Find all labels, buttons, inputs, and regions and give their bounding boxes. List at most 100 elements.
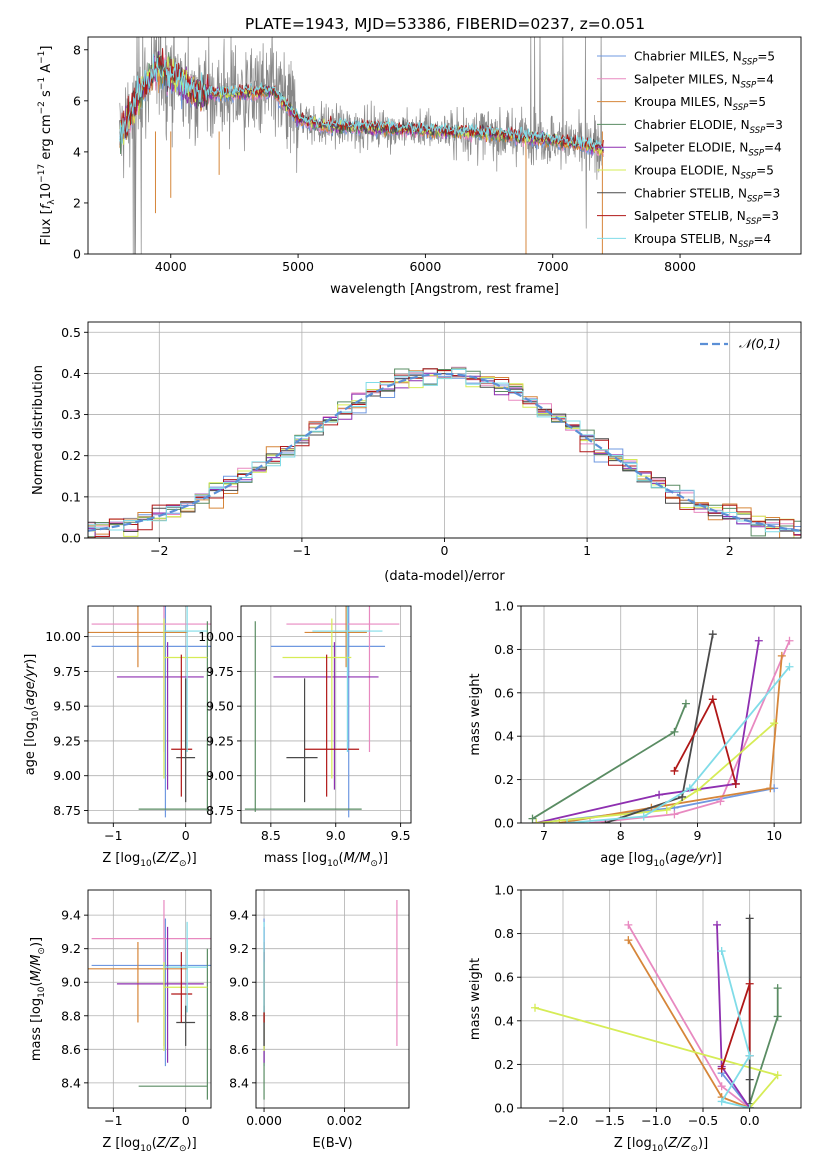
sfh-point xyxy=(528,814,537,823)
sfh-line xyxy=(589,640,791,823)
x-tick-label: 5000 xyxy=(282,259,314,274)
y-tick-label: 4 xyxy=(73,144,81,159)
label-span: age/yr xyxy=(23,662,38,705)
label-span: Z/Z xyxy=(156,851,180,866)
y-tick-label: 1.0 xyxy=(494,883,514,898)
sfh-point xyxy=(731,779,740,788)
sfh-point xyxy=(745,1104,754,1108)
x-tick-label: −2.0 xyxy=(548,1113,578,1128)
label-span: )] xyxy=(29,937,44,947)
sfh-point xyxy=(770,719,779,728)
legend-entry: Kroupa MILES, NSSP=5 xyxy=(634,95,766,113)
y-tick-label: 0.4 xyxy=(61,366,81,381)
sfh-point xyxy=(708,695,717,704)
label-span: SSP xyxy=(748,149,764,159)
x-tick-label: 0 xyxy=(182,1113,190,1128)
label-span: SSP xyxy=(733,103,749,113)
label-span: 10 xyxy=(652,1144,664,1154)
x-tick-label: 7000 xyxy=(537,259,569,274)
plot-area-age_vs_Z xyxy=(88,606,211,818)
legend-entry: Chabrier STELIB, NSSP=3 xyxy=(634,186,780,204)
sfh-point xyxy=(785,662,794,671)
label-span: 10 xyxy=(327,859,339,869)
label-span: SSP xyxy=(742,58,758,68)
label-span: Flux [ xyxy=(39,209,54,245)
y-tick-label: 9.75 xyxy=(206,664,234,679)
axes-frame xyxy=(520,605,802,824)
x-tick-label: 1 xyxy=(583,543,591,558)
sfh-point xyxy=(777,651,786,660)
label-span: 10 xyxy=(140,1144,152,1154)
label-span: Kroupa MILES, N xyxy=(634,95,733,109)
sfh-line xyxy=(627,939,751,1108)
panel-mass_vs_Z: −1 08.48.68.89.09.29.4Z [log10(Z/Z⊙)]mass… xyxy=(29,889,212,1154)
label-span: =3 xyxy=(761,209,779,223)
frame-mass_vs_Z: −1 0 8.4 8.6 8.8 9.0 9.2 9.4 xyxy=(61,889,212,1128)
panel-residuals: −2 −1 0 1 2 0.0 0.1 0.2 0.3 0.4 0.5 𝒩(0,1) (data-mod… xyxy=(31,321,802,584)
plot-area-weight_vs_Z xyxy=(531,914,782,1108)
label-span: ⊙ xyxy=(179,859,187,869)
label-span: 10 xyxy=(653,859,665,869)
y-tick-label: 0 xyxy=(73,247,81,262)
label-span: 10 xyxy=(37,986,47,998)
panel-age_vs_mass: 8.5 9.0 9.5 8.75 9.00 9.25 9.50 9.75 10.00 mass [… xyxy=(198,605,412,869)
sfh-line xyxy=(559,655,783,823)
label-span: Chabrier STELIB, N xyxy=(634,186,747,200)
sfh-point xyxy=(670,766,679,775)
sfh-point xyxy=(693,786,702,795)
y-tick-label: 8.8 xyxy=(61,1008,81,1023)
x-axis-label: (data-model)/error xyxy=(384,569,505,584)
panel-weight_vs_Z: −2.0 −1.5 −1.0 −0.5 0.0 0.0 0.2 0.4 0.6 0.8 1.0 Z [… xyxy=(468,883,802,1154)
axes-frame xyxy=(87,889,212,1109)
x-axis-label: mass [log10(M/M⊙)] xyxy=(264,851,388,869)
y-axis-label: mass [log10(M/M⊙)] xyxy=(29,937,47,1061)
x-tick-label: 2 xyxy=(726,543,734,558)
label-span: =3 xyxy=(765,118,783,132)
label-span: ( xyxy=(23,706,38,711)
sfh-point xyxy=(685,784,694,793)
label-span: f xyxy=(39,202,54,209)
label-span: s xyxy=(39,90,54,101)
label-span: mass [log xyxy=(29,998,44,1061)
y-tick-label: 8.8 xyxy=(229,1008,249,1023)
label-span: SSP xyxy=(747,194,763,204)
legend-entry: Kroupa STELIB, NSSP=4 xyxy=(634,232,771,250)
x-tick-label: 6000 xyxy=(409,259,441,274)
x-axis-label: Z [log10(Z/Z⊙)] xyxy=(614,1136,708,1154)
panel-mass_vs_ebv: 0.000 0.002 8.4 8.6 8.8 9.0 9.2 9.4 E(B-V) xyxy=(229,889,410,1151)
x-tick-label: 8 xyxy=(617,828,625,843)
y-tick-label: 0.0 xyxy=(494,1101,514,1116)
y-tick-label: 10.00 xyxy=(198,629,234,644)
y-tick-label: 9.00 xyxy=(53,768,81,783)
plot-area-spectrum xyxy=(119,37,604,254)
label-span: Salpeter ELODIE, N xyxy=(634,141,748,155)
label-span: ⊙ xyxy=(370,859,378,869)
sfh-point xyxy=(717,1082,726,1091)
frame-age_vs_Z: −1 0 8.75 9.00 9.25 9.50 9.75 10.00 xyxy=(45,605,212,843)
y-tick-label: 0.6 xyxy=(494,685,514,700)
frame-weight_vs_Z: −2.0 −1.5 −1.0 −0.5 0.0 0.0 0.2 0.4 0.6 0.8 1.0 xyxy=(494,883,802,1128)
label-span: SSP xyxy=(738,240,754,250)
y-tick-label: 9.4 xyxy=(229,908,249,923)
sfh-point xyxy=(563,819,572,823)
y-tick-label: 8.75 xyxy=(53,803,81,818)
sfh-point xyxy=(754,636,763,645)
y-tick-label: 9.75 xyxy=(53,664,81,679)
label-span: age/yr xyxy=(670,851,713,866)
label-span: )] xyxy=(23,654,38,664)
sfh-point xyxy=(717,1097,726,1106)
x-tick-label: 9.5 xyxy=(391,828,411,843)
y-tick-label: 0.0 xyxy=(61,531,81,546)
sfh-line xyxy=(720,983,751,1070)
legend-entry: Salpeter STELIB, NSSP=3 xyxy=(634,209,779,227)
spectrum-model-kroupa-stelib xyxy=(119,53,604,150)
x-tick-label: 0.000 xyxy=(246,1113,282,1128)
sfh-point xyxy=(670,727,679,736)
label-span: Z/Z xyxy=(156,1136,180,1151)
sfh-point xyxy=(681,699,690,708)
y-tick-label: 9.00 xyxy=(206,768,234,783)
x-axis-label: wavelength [Angstrom, rest frame] xyxy=(330,282,559,297)
sfh-point xyxy=(655,790,664,799)
sfh-point xyxy=(639,812,648,821)
